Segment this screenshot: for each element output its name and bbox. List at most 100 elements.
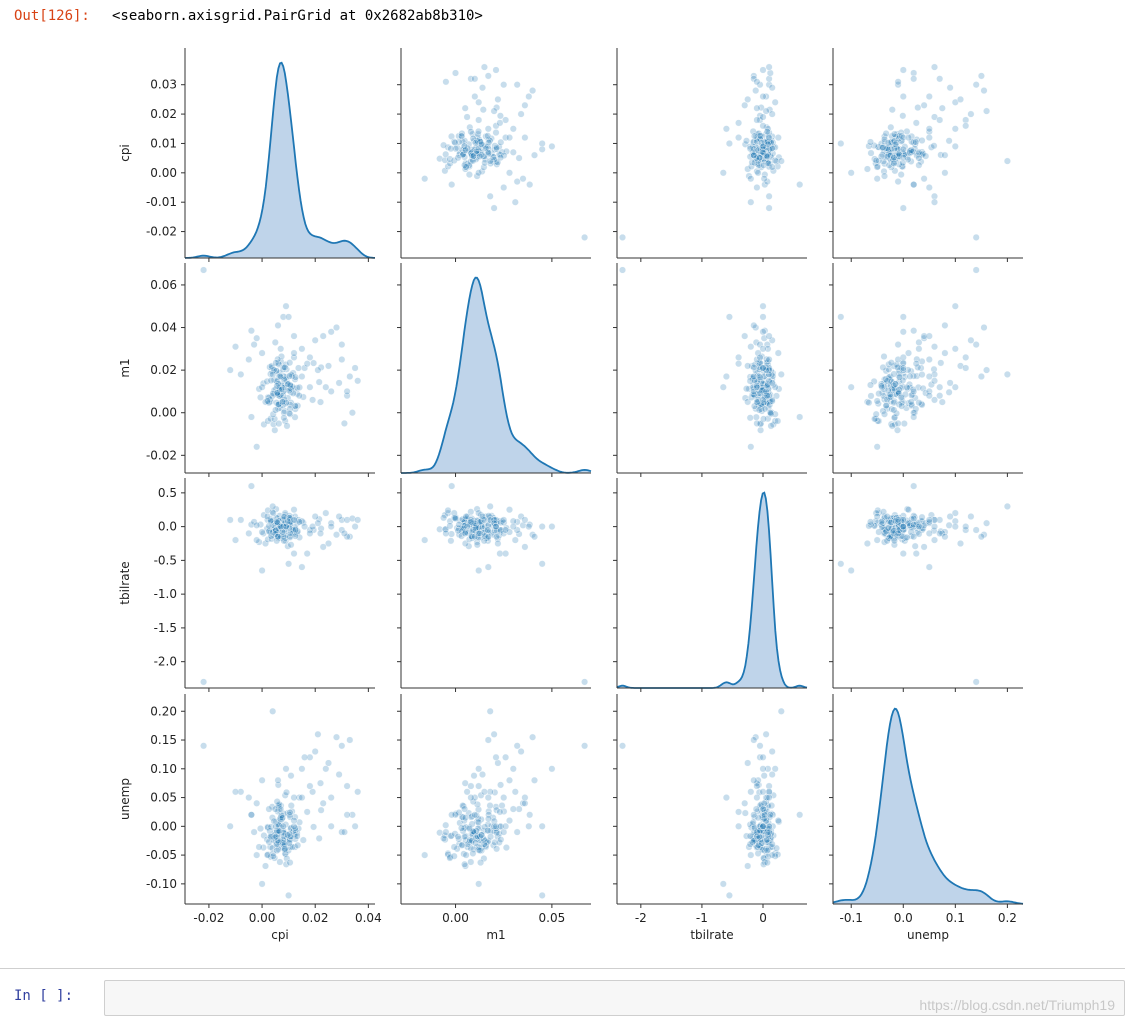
scatter-point (484, 826, 492, 834)
scatter-point (763, 859, 771, 867)
scatter-point (294, 841, 302, 849)
scatter-point (346, 533, 354, 541)
scatter-point (892, 380, 900, 388)
scatter-point (752, 154, 760, 162)
scatter-point (751, 132, 759, 140)
scatter-point (931, 343, 939, 351)
scatter-point (273, 828, 281, 836)
scatter-point (264, 417, 272, 425)
scatter-point (301, 753, 309, 761)
scatter-point (506, 506, 514, 514)
scatter-point (765, 332, 773, 340)
scatter-point (471, 92, 479, 100)
scatter-point (257, 825, 265, 833)
scatter-point (937, 151, 945, 159)
scatter-point (280, 372, 288, 380)
scatter-point (912, 360, 920, 368)
scatter-point (450, 156, 458, 164)
scatter-point (763, 794, 771, 802)
scatter-point (448, 482, 456, 490)
scatter-point (461, 814, 469, 822)
scatter-point (245, 794, 253, 802)
scatter-point (735, 134, 743, 142)
scatter-point (890, 541, 898, 549)
scatter-point (879, 407, 887, 415)
scatter-point (760, 827, 768, 835)
scatter-point (525, 822, 533, 830)
scatter-point (354, 788, 362, 796)
scatter-point (275, 827, 283, 835)
scatter-point (951, 383, 959, 391)
scatter-point (747, 788, 755, 796)
x-tick-label: 0.00 (442, 911, 469, 925)
scatter-point (461, 779, 469, 787)
kde-fill-cpi (185, 62, 375, 259)
y-tick-label: -0.02 (146, 448, 177, 462)
scatter-point (890, 154, 898, 162)
scatter-point (494, 759, 502, 767)
y-tick-label: -1.0 (154, 587, 177, 601)
scatter-point (768, 802, 776, 810)
scatter-point (907, 146, 915, 154)
scatter-point (910, 69, 918, 77)
scatter-point (271, 805, 279, 813)
scatter-point (480, 788, 488, 796)
scatter-point (479, 513, 487, 521)
scatter-point (936, 383, 944, 391)
scatter-point (478, 847, 486, 855)
scatter-point (327, 387, 335, 395)
scatter-point (299, 836, 307, 844)
scatter-point (972, 678, 980, 686)
scatter-point (271, 415, 279, 423)
scatter-point (885, 365, 893, 373)
panel-cpi-vs-unemp (832, 48, 1023, 259)
scatter-point (322, 383, 330, 391)
panel-tbilrate-vs-m1 (400, 478, 591, 689)
scatter-point (513, 81, 521, 89)
scatter-point (754, 776, 762, 784)
scatter-point (881, 135, 889, 143)
scatter-point (269, 370, 277, 378)
scatter-point (480, 840, 488, 848)
scatter-point (762, 107, 770, 115)
scatter-point (761, 809, 769, 817)
scatter-point (529, 87, 537, 95)
scatter-point (487, 159, 495, 167)
scatter-point (925, 387, 933, 395)
scatter-point (286, 843, 294, 851)
scatter-point (912, 405, 920, 413)
scatter-point (777, 707, 785, 715)
scatter-point (875, 509, 883, 517)
scatter-point (484, 125, 492, 133)
scatter-point (274, 380, 282, 388)
scatter-point (492, 753, 500, 761)
scatter-point (440, 834, 448, 842)
scatter-point (1003, 370, 1011, 378)
scatter-point (285, 387, 293, 395)
scatter-point (619, 742, 627, 750)
scatter-point (284, 847, 292, 855)
scatter-point (920, 101, 928, 109)
scatter-point (847, 169, 855, 177)
scatter-point (746, 821, 754, 829)
scatter-point (471, 794, 479, 802)
scatter-point (311, 748, 319, 756)
scatter-point (273, 389, 281, 397)
scatter-point (285, 409, 293, 417)
scatter-point (760, 854, 768, 862)
scatter-point (253, 851, 261, 859)
scatter-point (914, 383, 922, 391)
scatter-point (725, 891, 733, 899)
scatter-point (796, 181, 804, 189)
scatter-point (475, 127, 483, 135)
scatter-point (741, 394, 749, 402)
scatter-point (881, 172, 889, 180)
scatter-point (340, 828, 348, 836)
scatter-point (887, 393, 895, 401)
scatter-point (333, 531, 341, 539)
scatter-point (735, 119, 743, 127)
scatter-point (931, 192, 939, 200)
scatter-point (751, 376, 759, 384)
scatter-point (753, 828, 761, 836)
code-input-cell[interactable] (104, 980, 1125, 1016)
